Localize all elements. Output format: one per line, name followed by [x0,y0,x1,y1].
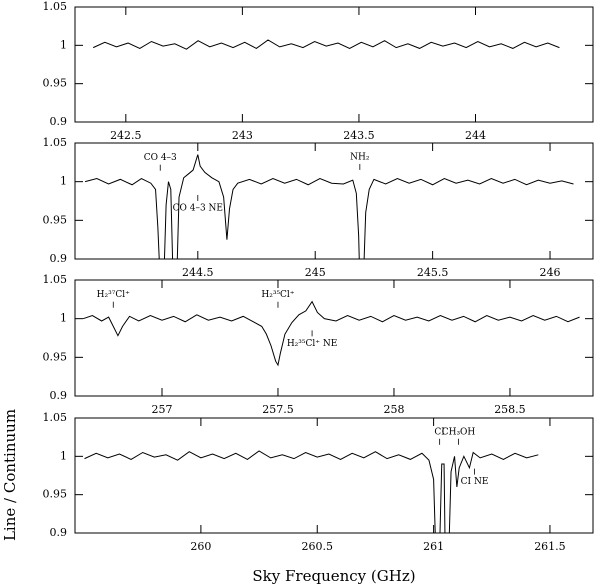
plot-area [84,450,539,533]
y-tick-label: 1.05 [43,0,68,13]
plot-frame [74,417,594,534]
y-tick-label: 0.95 [43,77,68,90]
spectrum-line [82,300,580,367]
y-axis-label: Line / Continuum [1,409,19,541]
annotation: CO 4–3 [144,153,177,163]
y-tick-label: 0.95 [43,350,68,363]
y-tick-label: 1.05 [43,136,68,149]
x-tick-label: 246 [540,266,561,279]
plot-area [82,300,580,367]
x-axis-label: Sky Frequency (GHz) [252,567,415,585]
x-tick-label: 245 [305,266,326,279]
annotation: NH₂ [350,152,370,162]
x-tick-label: 243.5 [343,129,375,142]
x-tick-label: 258 [383,403,404,416]
x-tick-label: 242.5 [110,129,142,142]
plot-area [92,39,560,50]
x-tick-label: 243 [232,129,253,142]
spectrum-line [92,39,560,50]
y-tick-label: 0.9 [50,115,68,128]
annotation: H₂³⁷Cl⁺ [97,290,130,300]
y-tick-label: 1.05 [43,411,68,424]
x-tick-label: 260.5 [301,540,333,553]
annotation: H₂³⁵Cl⁺ NE [287,339,338,349]
annotation: CI [434,427,445,437]
x-tick-label: 245.5 [417,266,449,279]
y-tick-label: 0.9 [50,526,68,539]
y-tick-label: 0.9 [50,252,68,265]
x-tick-label: 258.5 [494,403,526,416]
plot-frame [74,6,594,123]
y-tick-label: 1 [60,449,67,462]
x-tick-label: 261.5 [534,540,566,553]
x-tick-label: 261 [423,540,444,553]
x-tick-label: 260 [190,540,211,553]
plot-frame [74,142,594,260]
annotation: CI NE [461,477,489,487]
annotation: CH₃OH [442,427,476,437]
y-tick-label: 0.95 [43,213,68,226]
y-tick-label: 1 [60,175,67,188]
x-tick-label: 257 [151,403,172,416]
y-tick-label: 0.9 [50,389,68,402]
x-tick-label: 257.5 [262,403,294,416]
y-tick-label: 1.05 [43,273,68,286]
spectrum-line [84,154,574,259]
x-tick-label: 244.5 [182,266,214,279]
y-tick-label: 1 [60,38,67,51]
annotation: H₂³⁵Cl⁺ [261,290,294,300]
spectrum-line [84,450,539,533]
x-tick-label: 244 [465,129,486,142]
y-tick-label: 1 [60,312,67,325]
annotation: CO 4–3 NE [173,203,223,213]
y-tick-label: 0.95 [43,488,68,501]
plot-frame [74,279,594,397]
plot-area [84,154,574,259]
